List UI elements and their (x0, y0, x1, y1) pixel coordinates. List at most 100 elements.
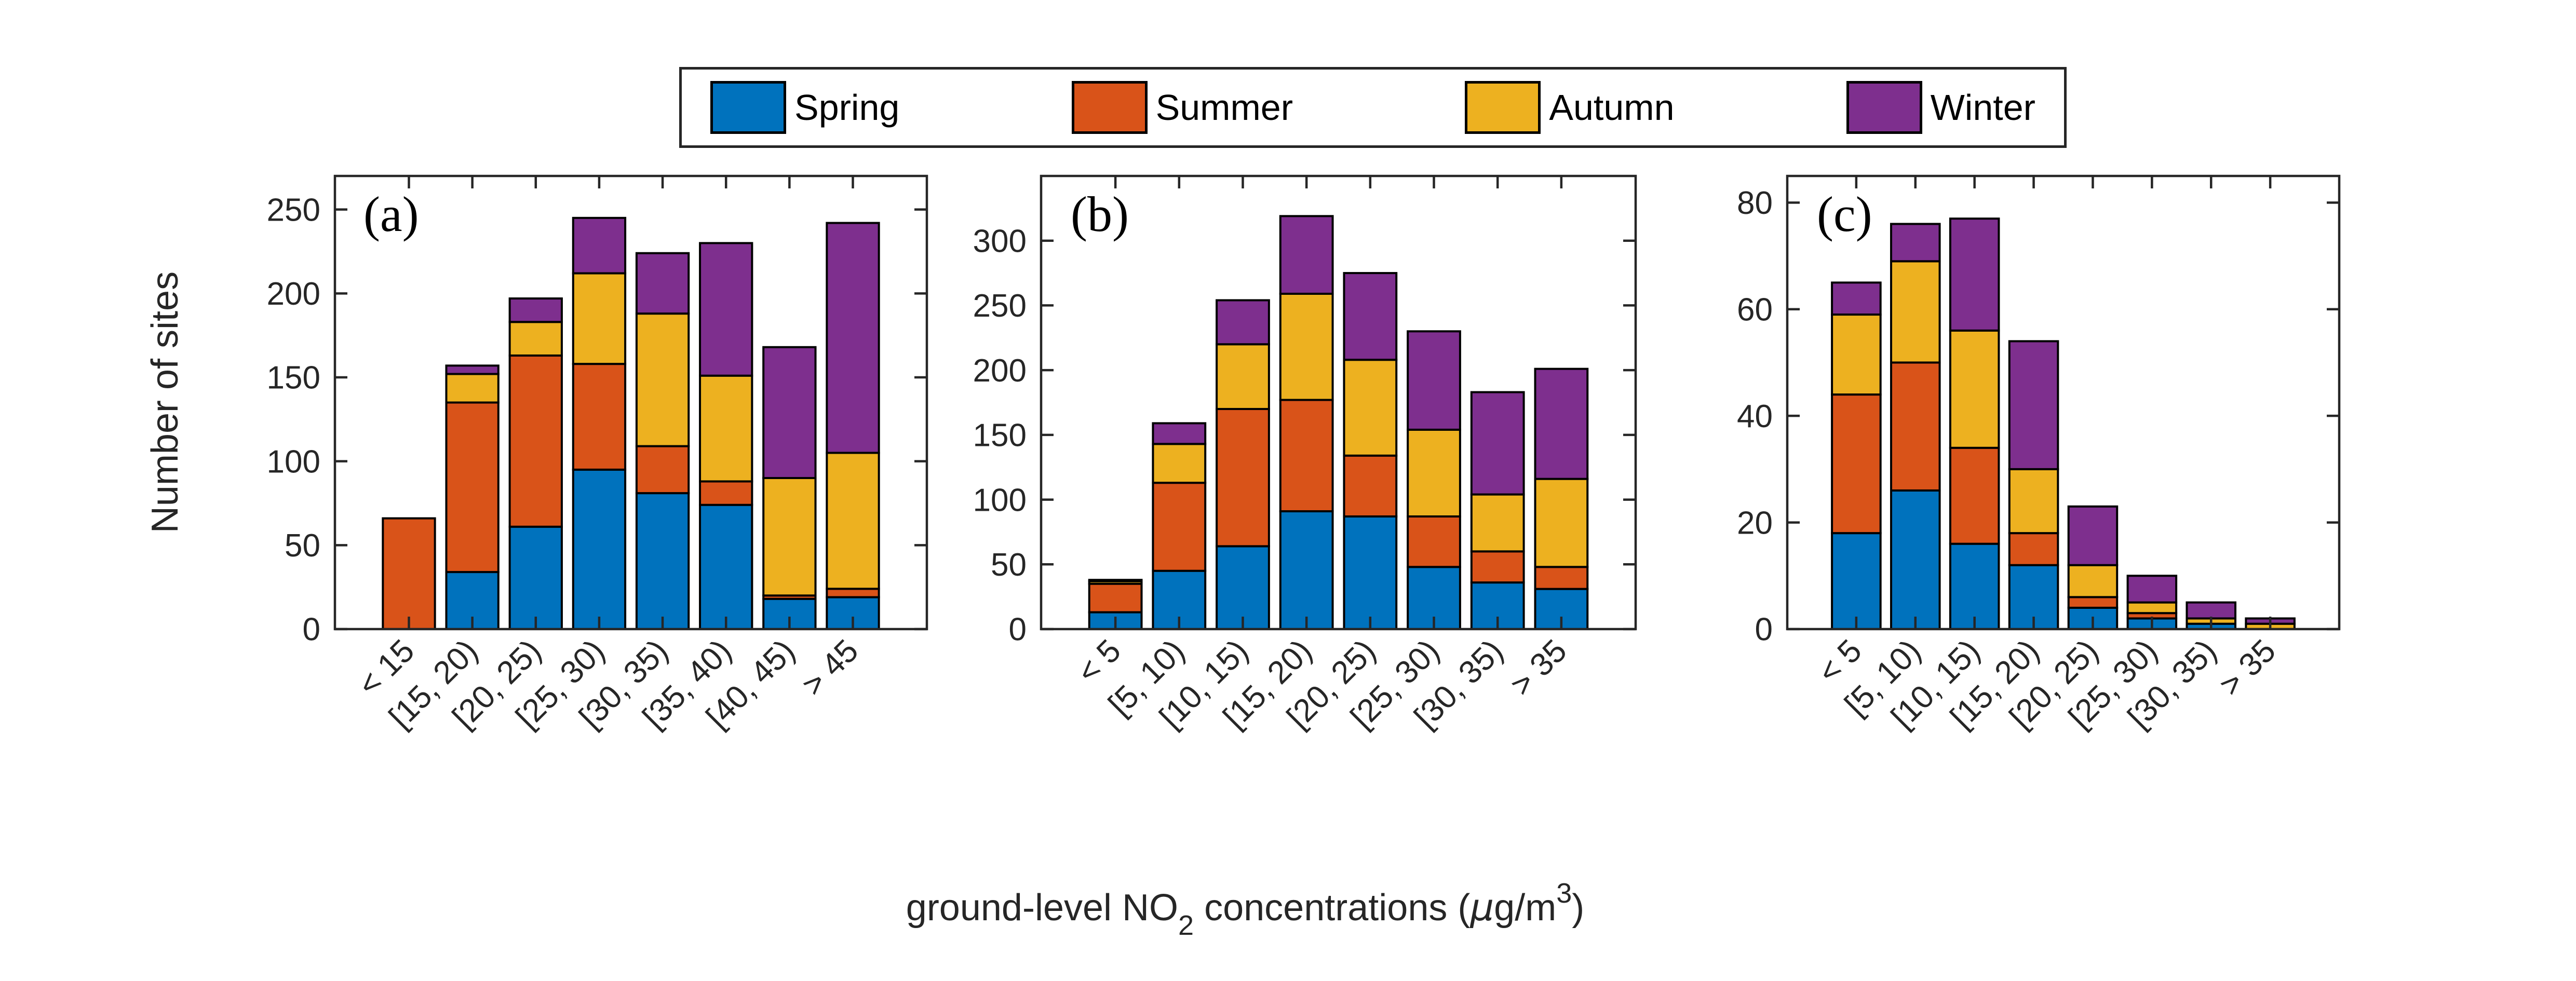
bar-segment (1216, 545, 1270, 631)
bar-segment (572, 272, 627, 365)
axes-box (333, 174, 928, 631)
bar-segment (1890, 260, 1941, 364)
bar-segment (635, 252, 690, 315)
bar-segment (1152, 422, 1207, 445)
bar-segment (1088, 582, 1143, 614)
bar-segment (1279, 510, 1334, 631)
y-tick-label: 100 (973, 482, 1027, 518)
bar-segment (1343, 272, 1398, 361)
bar-segment (2186, 601, 2237, 620)
x-tick-label-group: > 35 (1503, 633, 1573, 703)
y-tick-label: 200 (973, 353, 1027, 389)
y-tick-label: 200 (267, 276, 320, 312)
bar-segment (826, 222, 880, 454)
bar-segment (1343, 359, 1398, 457)
legend-item-autumn: Autumn (1465, 81, 1675, 134)
bar-segment (1407, 515, 1461, 568)
x-tick-label: > 35 (1503, 633, 1573, 703)
axes-box (1040, 174, 1637, 631)
x-tick-label-group: > 45 (795, 633, 865, 703)
bar-segment (1407, 330, 1461, 431)
y-tick-label: 250 (267, 192, 320, 228)
bar-segment (1949, 217, 2000, 332)
bar-segment (1831, 314, 1882, 396)
x-axis-title: ground-level NO2 concentrations (μg/m3) (906, 877, 1584, 942)
bar-segment (508, 525, 563, 630)
bar-segment (445, 401, 500, 574)
y-tick-label: 60 (1737, 292, 1773, 328)
bar-segment (1152, 443, 1207, 484)
summer-swatch-icon (1071, 81, 1148, 134)
bar-segment (1949, 542, 2000, 630)
y-tick-label: 0 (303, 612, 320, 648)
axes-box (1786, 174, 2341, 631)
legend-label-summer: Summer (1155, 87, 1293, 128)
y-tick-label: 80 (1737, 185, 1773, 221)
bar-segment (699, 480, 753, 506)
legend-item-spring: Spring (710, 81, 899, 134)
bar-segment (1470, 493, 1525, 553)
x-title-superscript: 3 (1556, 878, 1572, 909)
spring-swatch-icon (710, 81, 786, 134)
bar-segment (445, 364, 500, 375)
x-title-text2: concentrations ( (1194, 887, 1471, 929)
bar-segment (2067, 564, 2119, 598)
bar-segment (762, 346, 817, 479)
x-title-text4: ) (1572, 887, 1585, 929)
bar-segment (1831, 281, 1882, 316)
mu-symbol: μ (1470, 885, 1494, 929)
y-tick-label: 150 (973, 418, 1027, 454)
x-title-subscript: 2 (1178, 910, 1194, 941)
bar-segment (2008, 532, 2059, 566)
panel-b-letter: (b) (1071, 186, 1129, 242)
x-title-text3: g/m (1494, 887, 1557, 929)
y-tick-label: 20 (1737, 505, 1773, 541)
y-tick-label: 0 (1009, 612, 1027, 648)
panel-a-letter: (a) (363, 186, 419, 242)
bar-segment (508, 297, 563, 323)
legend-label-winter: Winter (1930, 87, 2035, 128)
bar-segment (1949, 446, 2000, 545)
bar-segment (1279, 399, 1334, 513)
bar-segment (1890, 489, 1941, 631)
legend-label-autumn: Autumn (1549, 87, 1675, 128)
legend-item-winter: Winter (1846, 81, 2035, 134)
bar-segment (1534, 367, 1589, 480)
bar-segment (1949, 329, 2000, 449)
bar-segment (1831, 393, 1882, 535)
y-tick-label: 50 (285, 528, 320, 564)
bar-segment (699, 374, 753, 483)
bar-segment (635, 492, 690, 630)
bar-segment (508, 354, 563, 528)
bar-segment (826, 452, 880, 590)
bar-segment (445, 373, 500, 404)
y-tick-label: 0 (1755, 612, 1773, 648)
bar-segment (1279, 215, 1334, 295)
bar-segment (1470, 550, 1525, 584)
bar-segment (2126, 601, 2178, 615)
bar-segment (1216, 407, 1270, 548)
bar-segment (1088, 579, 1143, 582)
y-tick-label: 150 (267, 360, 320, 396)
y-tick-label: 100 (267, 444, 320, 480)
bar-segment (1470, 391, 1525, 496)
bar-segment (1216, 299, 1270, 346)
bar-segment (2067, 596, 2119, 609)
bar-segment (508, 321, 563, 357)
bar-segment (1534, 566, 1589, 590)
bar-segment (1534, 478, 1589, 568)
legend-label-spring: Spring (794, 87, 900, 128)
x-title-text: ground-level NO (906, 887, 1179, 929)
bar-segment (2067, 505, 2119, 566)
bar-segment (635, 445, 690, 495)
bar-segment (699, 242, 753, 377)
bar-segment (1216, 343, 1270, 410)
bar-segment (699, 503, 753, 630)
bar-segment (1343, 515, 1398, 630)
y-tick-label: 50 (991, 547, 1027, 583)
panel-c-letter: (c) (1817, 186, 1872, 242)
